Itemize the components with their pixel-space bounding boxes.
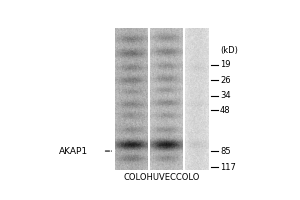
Text: COLOHUVECCOLO: COLOHUVECCOLO xyxy=(124,173,200,182)
Text: 85: 85 xyxy=(220,147,231,156)
Text: 19: 19 xyxy=(220,60,230,69)
Text: 34: 34 xyxy=(220,91,231,100)
Text: AKAP1: AKAP1 xyxy=(58,147,88,156)
Text: (kD): (kD) xyxy=(220,46,238,55)
Text: 117: 117 xyxy=(220,163,236,172)
Text: 48: 48 xyxy=(220,106,231,115)
Text: 26: 26 xyxy=(220,76,231,85)
